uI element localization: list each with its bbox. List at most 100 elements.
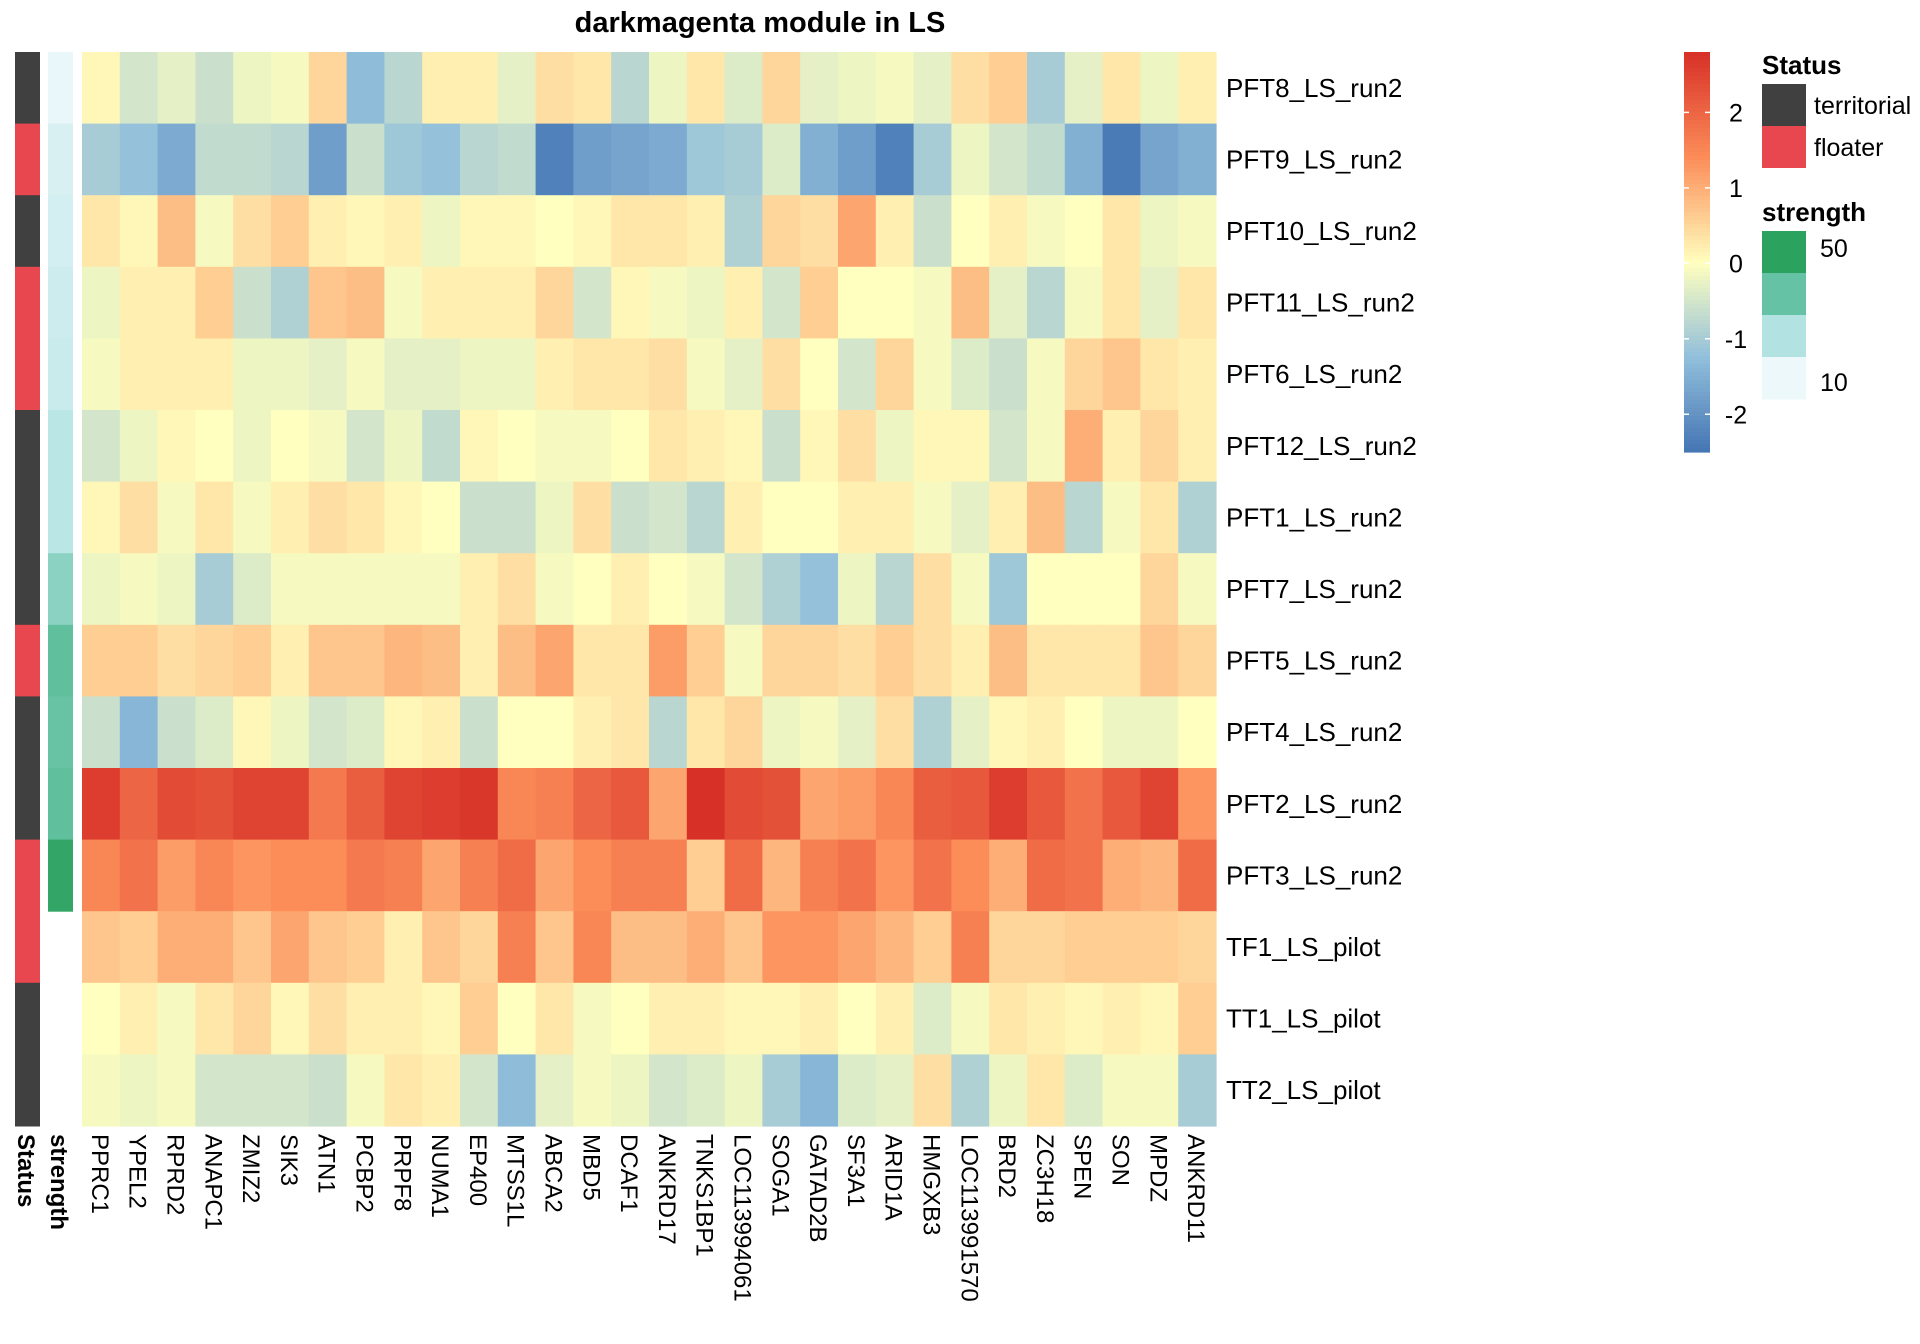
legend-gradient-step [1684,108,1710,113]
heatmap-cell [1027,839,1066,912]
heatmap-cell [573,624,612,697]
heatmap-cell [611,553,650,626]
heatmap-cell [686,410,726,483]
heatmap-cell [233,123,272,196]
heatmap-cell [308,1054,348,1127]
heatmap-cell [535,266,574,339]
heatmap-cell [611,52,650,125]
heatmap-cell [82,696,121,769]
heatmap-cell [913,839,952,912]
heatmap-cell [762,624,801,697]
column-label: MPDZ [1144,1134,1171,1202]
legend-gradient-step [1684,88,1710,93]
heatmap-cell [346,338,385,411]
legend-gradient-step [1684,196,1710,201]
legend-gradient-step [1684,132,1710,137]
heatmap-cell [1102,768,1141,841]
status-annotation-cell [15,123,40,196]
heatmap-cell [233,195,272,268]
heatmap-cell [951,410,990,483]
column-label: ANKRD11 [1182,1134,1209,1243]
heatmap-cell [195,410,234,483]
heatmap-cell [422,266,461,339]
heatmap-cell [497,410,537,483]
heatmap-cell [1140,982,1179,1055]
heatmap-cell [649,266,688,339]
legend-gradient-step [1684,320,1710,325]
heatmap-cell [157,911,196,984]
heatmap-cell [119,911,159,984]
heatmap-cell [384,839,423,912]
heatmap-cell [1140,839,1179,912]
heatmap-cell [119,624,159,697]
heatmap-cell [82,266,121,339]
legend-gradient-step [1684,192,1710,197]
heatmap-cell [384,410,423,483]
legend-gradient-step [1684,332,1710,337]
heatmap-cell [497,768,537,841]
legend-gradient-step [1684,100,1710,105]
column-label: SPEN [1069,1134,1096,1199]
legend-gradient-step [1684,280,1710,285]
heatmap-cell [913,195,952,268]
legend-gradient-step [1684,324,1710,329]
heatmap-cell [535,52,574,125]
heatmap-cell [989,481,1028,554]
column-label: SIK3 [275,1134,302,1186]
strength-legend-swatch [1762,357,1806,400]
heatmap-cell [611,481,650,554]
legend-gradient-step [1684,164,1710,169]
heatmap-cell [1140,481,1179,554]
heat-color-legend: 2 1 0 -1 -2 [1684,52,1747,453]
heatmap-cell [989,911,1028,984]
status-annotation-cell [15,481,40,554]
heatmap-cell [611,1054,650,1127]
heatmap-cell [1140,195,1179,268]
legend-gradient-step [1684,288,1710,293]
heatmap-cell [157,1054,196,1127]
heatmap-cell [271,982,310,1055]
legend-gradient-step [1684,168,1710,173]
heatmap-cell [82,481,121,554]
heatmap-cell [271,338,310,411]
heatmap-cell [1140,1054,1179,1127]
heatmap-cell [686,911,726,984]
heatmap-cell [1064,696,1104,769]
status-legend-title: Status [1762,50,1841,80]
heatmap-cell [1027,696,1066,769]
status-legend-swatch [1762,84,1806,126]
heatmap-cell [1027,266,1066,339]
heatmap-cell [535,123,574,196]
strength-annotation-cell [48,553,73,626]
column-label: PPRC1 [86,1134,113,1214]
heatmap-cell [384,624,423,697]
heatmap-cell [460,195,499,268]
heatmap-cell [346,481,385,554]
heatmap-cell [762,195,801,268]
heatmap-cell [875,123,915,196]
status-annotation-cell [15,553,40,626]
heatmap-cell [460,982,499,1055]
heatmap-cell [535,553,574,626]
heatmap-cell [649,338,688,411]
heatmap-cell [1178,624,1217,697]
row-label: PFT8_LS_run2 [1226,73,1402,103]
legend-gradient-step [1684,72,1710,77]
legend-gradient-step [1684,304,1710,309]
legend-gradient-step [1684,392,1710,397]
heatmap-cell [989,839,1028,912]
legend-gradient-step [1684,260,1710,265]
legend-gradient-step [1684,396,1710,401]
heatmap-cell [951,553,990,626]
heatmap-cell [875,696,915,769]
heatmap-cell [649,624,688,697]
heatmap-cell [573,338,612,411]
column-label: ZC3H18 [1031,1134,1058,1223]
heatmap-cell [195,481,234,554]
column-label: HMGXB3 [918,1134,945,1235]
legend-gradient-step [1684,60,1710,65]
heatmap-cell [119,410,159,483]
heatmap-cell [233,410,272,483]
legend-gradient-step [1684,436,1710,441]
